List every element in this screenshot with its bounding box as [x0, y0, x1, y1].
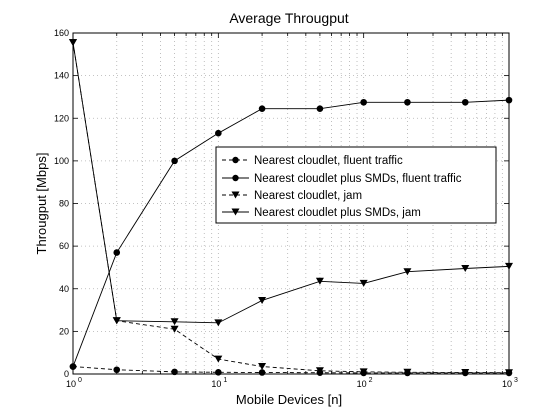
- series-line: [72, 42, 510, 324]
- data-point: [113, 366, 121, 374]
- x-tick-exponent: 3: [514, 377, 518, 384]
- x-tick-exponent: 0: [78, 377, 82, 384]
- legend: Nearest cloudlet, fluent traffic Nearest…: [215, 146, 497, 224]
- data-point: [113, 249, 121, 256]
- data-point: [214, 355, 223, 363]
- legend-label: Nearest cloudlet, fluent traffic: [254, 155, 403, 167]
- circle-marker-icon: [232, 156, 239, 164]
- legend-label: Nearest cloudlet, jam: [254, 190, 362, 202]
- x-tick-exponent: 2: [369, 377, 373, 384]
- data-point: [258, 363, 267, 371]
- legend-entry: Nearest cloudlet plus SMDs, fluent traff…: [222, 173, 462, 185]
- y-axis-label: Througput [Mbps]: [34, 153, 49, 255]
- series-line: [72, 99, 510, 367]
- x-tick-label: 10: [502, 379, 512, 389]
- series-4: [69, 39, 513, 327]
- y-tick-label: 40: [59, 284, 69, 294]
- chart-title: Average Througput: [229, 10, 348, 26]
- triangle-down-marker-icon: [231, 191, 240, 199]
- data-point: [112, 317, 121, 325]
- data-point: [215, 129, 222, 137]
- data-point: [258, 105, 266, 112]
- x-axis-label: Mobile Devices [n]: [236, 392, 342, 407]
- data-point: [461, 98, 469, 106]
- y-tick-label: 160: [54, 28, 69, 38]
- series-2: [69, 96, 513, 370]
- circle-marker-icon: [232, 174, 239, 182]
- y-tick-label: 120: [54, 113, 69, 123]
- legend-label: Nearest cloudlet plus SMDs, jam: [254, 207, 421, 219]
- x-tick-label: 10: [357, 379, 367, 389]
- data-point: [315, 277, 324, 285]
- series-line: [72, 366, 509, 374]
- data-point: [170, 325, 179, 333]
- series-lines: [69, 39, 513, 377]
- data-point: [403, 268, 412, 276]
- data-point: [359, 279, 368, 287]
- triangle-down-marker-icon: [231, 208, 240, 216]
- data-point: [171, 157, 178, 165]
- legend-entry: Nearest cloudlet plus SMDs, jam: [222, 207, 421, 219]
- x-tick-label: 10: [66, 379, 76, 389]
- data-point: [360, 98, 367, 106]
- data-point: [316, 105, 324, 112]
- y-tick-label: 80: [59, 199, 69, 209]
- legend-entry: Nearest cloudlet, jam: [222, 190, 362, 202]
- grid: [73, 33, 509, 374]
- data-point: [170, 318, 179, 326]
- legend-label: Nearest cloudlet plus SMDs, fluent traff…: [254, 173, 462, 185]
- data-point: [404, 98, 411, 106]
- y-tick-label: 60: [59, 241, 69, 251]
- x-tick-label: 10: [211, 379, 221, 389]
- y-tick-label: 20: [59, 326, 69, 336]
- data-point: [315, 367, 324, 375]
- y-tick-label: 140: [54, 71, 69, 81]
- y-tick-label: 0: [64, 369, 69, 379]
- series-line: [72, 42, 510, 374]
- data-point: [258, 296, 267, 304]
- legend-entry: Nearest cloudlet, fluent traffic: [222, 155, 403, 167]
- data-point: [461, 265, 470, 273]
- y-tick-label: 100: [54, 156, 69, 166]
- legend-box: [215, 146, 497, 224]
- x-tick-exponent: 1: [223, 377, 227, 384]
- data-point: [214, 319, 223, 327]
